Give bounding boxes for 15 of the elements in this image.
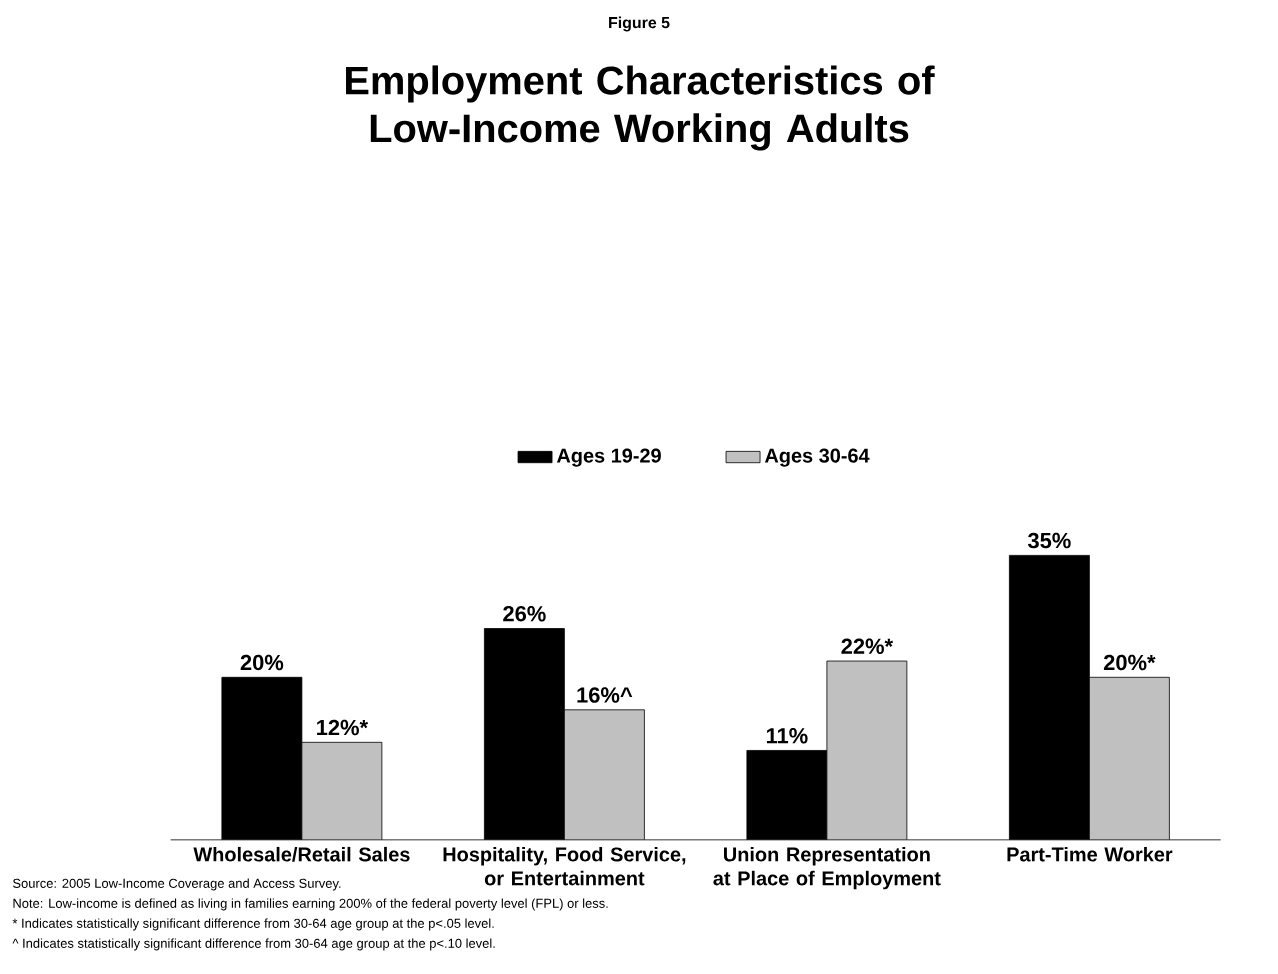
data-label: 11% <box>766 727 808 744</box>
data-label: 12%* <box>317 719 369 736</box>
legend-label: Ages 19-29 <box>556 448 661 467</box>
data-label: 26% <box>503 605 546 622</box>
x-tick-label: Hospitality, Food Service, or Entertainment <box>443 846 686 886</box>
x-tick-label: Wholesale/Retail Sales <box>193 846 410 862</box>
data-label: 35% <box>1027 532 1071 549</box>
chart-title: Employment Characteristics of Low-Income Working Adults <box>346 65 935 151</box>
data-label: 20%* <box>1103 654 1156 671</box>
data-label: 22%* <box>841 638 894 654</box>
legend-label: Ages 30-64 <box>764 448 870 467</box>
data-label: 16%^ <box>577 687 633 703</box>
x-tick-label: Union Representation at Place of Employment <box>713 846 941 890</box>
data-label: 20% <box>240 654 284 671</box>
x-tick-label: Part-Time Worker <box>1007 846 1173 862</box>
